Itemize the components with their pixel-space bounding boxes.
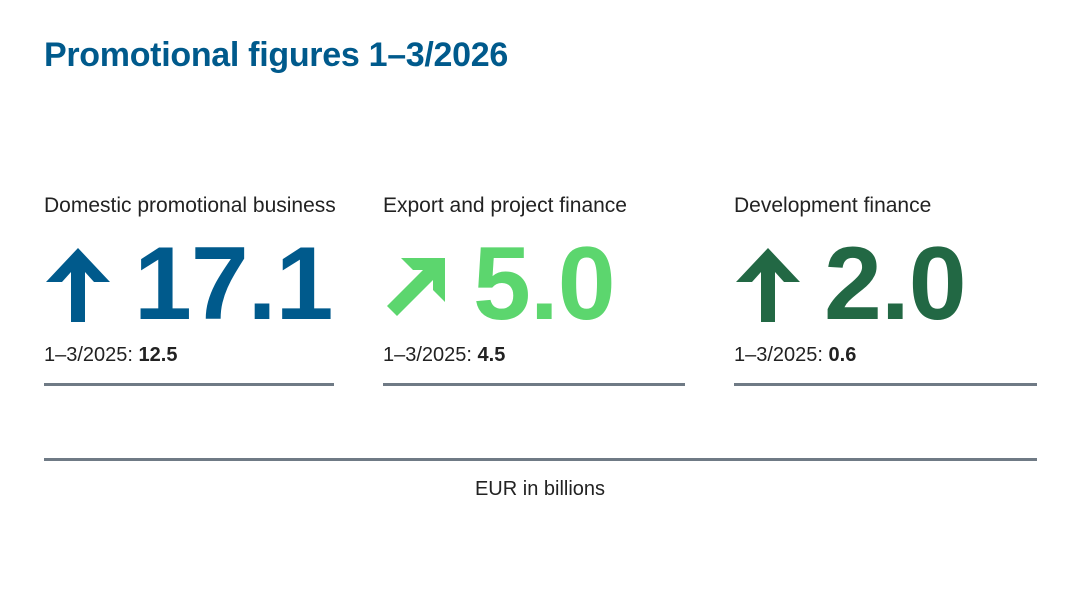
kpi-previous-label: 1–3/2025: xyxy=(44,344,133,366)
unit-footnote: EUR in billions xyxy=(474,478,606,500)
kpi-development-finance: Development finance 2.0 1–3/2025: 0.6 xyxy=(734,192,1038,386)
kpi-divider xyxy=(44,383,334,386)
kpi-value: 2.0 xyxy=(824,226,967,342)
kpi-previous-label: 1–3/2025: xyxy=(383,344,472,366)
kpi-divider xyxy=(383,383,685,386)
kpi-figure: 17.1 xyxy=(44,226,333,342)
kpi-label: Export and project finance xyxy=(383,194,627,217)
kpi-previous-label: 1–3/2025: xyxy=(734,344,823,366)
section-divider xyxy=(44,458,1037,461)
kpi-label: Development finance xyxy=(734,194,932,217)
kpi-value: 5.0 xyxy=(473,226,616,342)
kpi-value: 17.1 xyxy=(134,226,333,342)
kpi-previous-value: 12.5 xyxy=(138,344,178,366)
kpi-export-project-finance: Export and project finance 5.0 1–3/2025:… xyxy=(383,192,687,386)
page-title: Promotional figures 1–3/2026 xyxy=(44,36,508,74)
kpi-previous-value: 4.5 xyxy=(477,344,506,366)
kpi-previous: 1–3/2025: 0.6 xyxy=(734,344,856,367)
kpi-figure: 5.0 xyxy=(383,226,616,342)
kpi-label: Domestic promotional business xyxy=(44,194,336,217)
arrow-up-icon xyxy=(44,244,112,324)
kpi-domestic-promotional: Domestic promotional business 17.1 1–3/2… xyxy=(44,192,336,386)
kpi-previous: 1–3/2025: 12.5 xyxy=(44,344,177,367)
arrow-up-right-icon xyxy=(383,244,451,324)
arrow-up-icon xyxy=(734,244,802,324)
kpi-divider xyxy=(734,383,1037,386)
kpi-previous: 1–3/2025: 4.5 xyxy=(383,344,505,367)
kpi-previous-value: 0.6 xyxy=(828,344,857,366)
kpi-figure: 2.0 xyxy=(734,226,967,342)
